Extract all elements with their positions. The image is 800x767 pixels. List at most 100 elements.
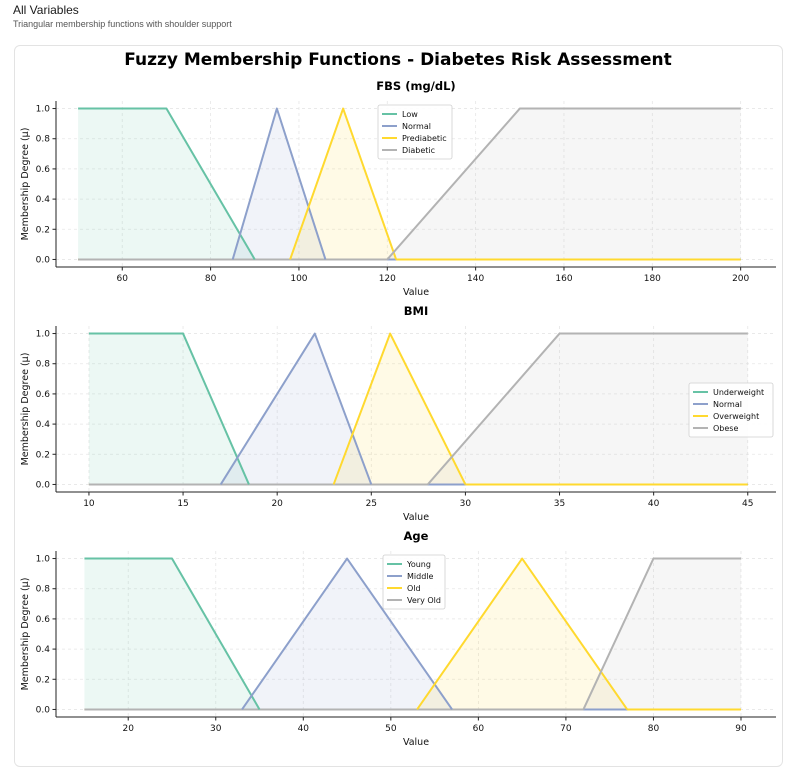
x-tick-label: 25 (366, 499, 377, 509)
panel-2: Age 20 30 40 50 60 70 80 90 0.0 0.2 0.4 0.6 0.8 1.0 Val… (20, 529, 776, 748)
y-tick-label: 0.0 (36, 480, 51, 490)
legend-label: Normal (713, 400, 742, 409)
legend-box (688, 382, 774, 438)
y-tick-label: 0.6 (36, 615, 51, 625)
y-tick-label: 0.4 (36, 195, 51, 205)
legend-label: Middle (407, 572, 434, 581)
y-tick-label: 0.8 (36, 360, 51, 370)
x-tick-label: 80 (205, 274, 217, 284)
x-tick-label: 15 (177, 499, 188, 509)
panel-title: Age (404, 529, 429, 543)
series-area (290, 108, 397, 260)
series-line (386, 107, 741, 261)
series-line (416, 557, 629, 711)
x-axis-label: Value (403, 287, 429, 298)
legend: Young Middle Old Very Old (382, 554, 446, 610)
y-tick-label: 1.0 (36, 105, 51, 115)
series-line (84, 557, 261, 710)
series-line (241, 557, 453, 711)
series-line (427, 332, 748, 486)
y-tick-label: 0.8 (36, 585, 51, 595)
x-tick-label: 45 (742, 499, 753, 509)
legend-label: Diabetic (402, 146, 435, 155)
series-area (242, 558, 453, 710)
y-tick-label: 0.8 (36, 135, 51, 145)
panel-title: FBS (mg/dL) (376, 79, 455, 93)
panel-0: FBS (mg/dL) 60 80 100 120 140 160 180 200 0.0 0.2 0… (20, 79, 776, 298)
legend-box (377, 104, 453, 160)
y-tick-label: 0.0 (36, 705, 51, 715)
y-tick-label: 0.2 (36, 675, 50, 685)
series-area (88, 333, 249, 485)
legend-label: Very Old (407, 596, 441, 605)
series-line (582, 557, 741, 710)
figure-suptitle: Fuzzy Membership Functions - Diabetes Ri… (124, 50, 672, 70)
x-tick-label: 40 (648, 499, 660, 509)
series-area (84, 558, 260, 710)
y-tick-label: 0.2 (36, 450, 50, 460)
x-tick-label: 30 (210, 724, 222, 734)
legend-label: Normal (402, 122, 431, 131)
series-line (231, 107, 327, 260)
series-area (78, 108, 255, 260)
x-tick-label: 35 (554, 499, 565, 509)
x-tick-label: 200 (732, 274, 749, 284)
x-axis-label: Value (403, 512, 429, 523)
x-tick-label: 30 (460, 499, 472, 509)
x-tick-label: 80 (648, 724, 660, 734)
y-tick-label: 0.4 (36, 420, 51, 430)
legend-box (382, 554, 446, 610)
y-tick-label: 0.6 (36, 165, 51, 175)
legend-label: Prediabetic (402, 134, 447, 143)
series-area (220, 333, 372, 485)
y-axis-label: Membership Degree (μ) (20, 353, 31, 466)
x-tick-label: 20 (271, 499, 283, 509)
legend-label: Obese (713, 424, 738, 433)
x-tick-label: 50 (385, 724, 397, 734)
x-tick-label: 90 (735, 724, 747, 734)
y-tick-label: 0.6 (36, 390, 51, 400)
legend: Low Normal Prediabetic Diabetic (377, 104, 453, 160)
x-tick-label: 40 (298, 724, 310, 734)
page-subtitle: Triangular membership functions with sho… (13, 19, 232, 29)
chart-card (14, 45, 783, 767)
y-axis-label: Membership Degree (μ) (20, 128, 31, 241)
x-tick-label: 10 (83, 499, 95, 509)
legend-label: Low (402, 110, 418, 119)
page-header: All Variables Triangular membership func… (13, 3, 232, 31)
series-area (232, 108, 326, 260)
x-tick-label: 100 (290, 274, 307, 284)
legend: Underweight Normal Overweight Obese (688, 382, 774, 438)
series-area (417, 558, 628, 710)
x-tick-label: 120 (379, 274, 396, 284)
x-axis-label: Value (403, 737, 429, 748)
y-axis-label: Membership Degree (μ) (20, 578, 31, 691)
y-tick-label: 0.4 (36, 645, 51, 655)
series-area (583, 558, 741, 710)
y-tick-label: 1.0 (36, 555, 51, 565)
legend-label: Overweight (713, 412, 759, 421)
y-tick-label: 1.0 (36, 330, 51, 340)
page-title: All Variables (13, 3, 79, 17)
series-line (78, 107, 256, 260)
legend-label: Young (406, 560, 431, 569)
x-tick-label: 140 (467, 274, 484, 284)
series-area (427, 333, 748, 485)
series-line (332, 332, 467, 485)
y-tick-label: 0.0 (36, 255, 51, 265)
series-line (289, 107, 398, 260)
legend-label: Underweight (713, 388, 764, 397)
series-area (387, 108, 741, 260)
x-tick-label: 20 (122, 724, 134, 734)
series-line (88, 332, 250, 485)
x-tick-label: 180 (644, 274, 661, 284)
membership-functions-figure: Fuzzy Membership Functions - Diabetes Ri… (20, 50, 776, 748)
x-tick-label: 60 (117, 274, 129, 284)
series-area (333, 333, 466, 485)
x-tick-label: 70 (560, 724, 572, 734)
x-tick-label: 160 (555, 274, 572, 284)
legend-label: Old (407, 584, 421, 593)
panel-1: BMI 10 15 20 25 30 35 40 45 0.0 0.2 0.4 0.6 0.8 1.0 Val… (20, 304, 776, 523)
panel-title: BMI (404, 304, 429, 318)
x-tick-label: 60 (473, 724, 485, 734)
